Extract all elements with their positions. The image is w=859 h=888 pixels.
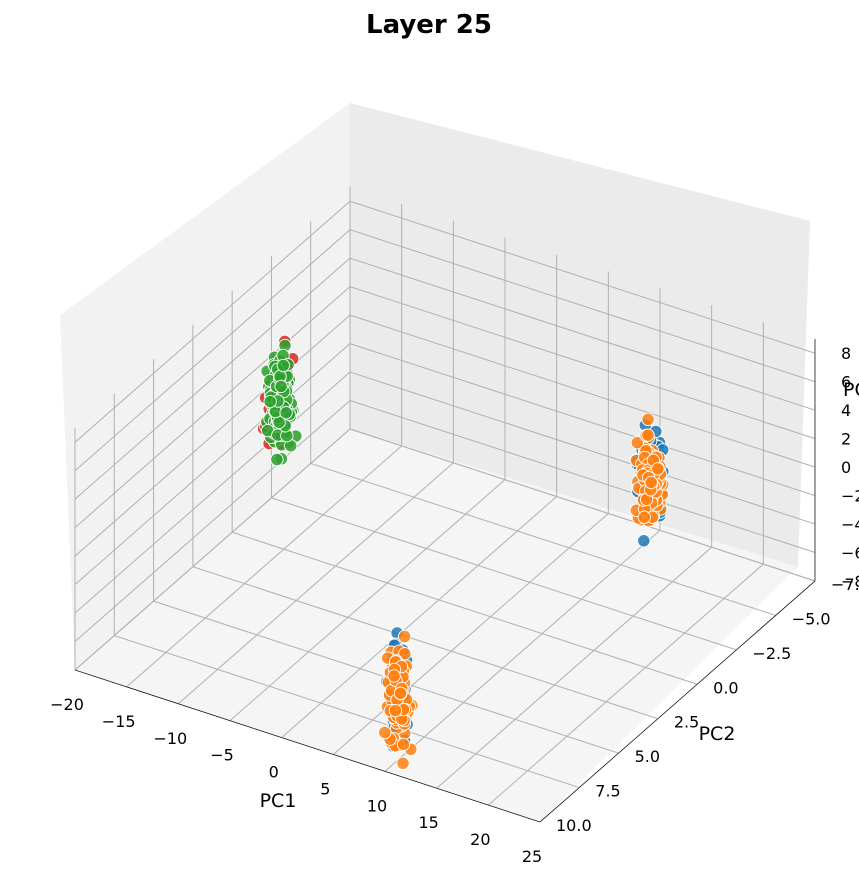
orange-point bbox=[388, 703, 403, 718]
y-grid-floor bbox=[114, 635, 580, 789]
green-point bbox=[270, 452, 284, 467]
z-grid-left bbox=[74, 229, 351, 472]
orange-point bbox=[644, 475, 658, 490]
z-grid-back bbox=[349, 371, 816, 525]
orange-point bbox=[396, 756, 410, 770]
green-point bbox=[279, 406, 293, 420]
orange-point bbox=[378, 725, 392, 740]
y-tick-label: 0.0 bbox=[713, 678, 738, 697]
y-grid-floor bbox=[310, 462, 776, 616]
y-tick-label: −7.5 bbox=[831, 575, 859, 594]
x-grid-floor bbox=[333, 513, 609, 755]
y-tick-label: −2.5 bbox=[752, 644, 791, 663]
y-tick-label: 5.0 bbox=[635, 747, 660, 766]
x-grid-floor bbox=[178, 462, 454, 705]
x-tick-label: −20 bbox=[50, 695, 84, 714]
orange-point bbox=[630, 436, 644, 450]
x-tick-label: 0 bbox=[269, 763, 279, 782]
z-tick-label: −2 bbox=[841, 487, 859, 506]
y-axis-line bbox=[539, 580, 816, 823]
y-grid-floor bbox=[192, 566, 659, 720]
x-grid-floor bbox=[281, 496, 557, 738]
x-tick-label: 10 bbox=[367, 796, 387, 815]
z-grid-left bbox=[74, 200, 351, 443]
x-tick-label: 5 bbox=[320, 779, 330, 798]
z-tick-label: 8 bbox=[841, 344, 851, 363]
z-grid-left bbox=[74, 343, 351, 585]
z-grid-back bbox=[349, 400, 816, 554]
green-point bbox=[274, 379, 288, 394]
y-axis-label: PC2 bbox=[699, 723, 736, 745]
z-tick-label: −8 bbox=[841, 572, 859, 591]
left-pane bbox=[60, 103, 350, 670]
z-grid-left bbox=[74, 400, 351, 642]
z-tick-label: 2 bbox=[841, 430, 851, 449]
x-axis-line bbox=[74, 669, 541, 823]
y-tick-label: −5.0 bbox=[792, 609, 831, 628]
x-tick-label: 20 bbox=[470, 830, 490, 849]
x-tick-label: 15 bbox=[418, 813, 438, 832]
z-grid-back bbox=[349, 257, 816, 411]
x-grid-floor bbox=[436, 546, 712, 789]
z-grid-back bbox=[349, 343, 816, 497]
back-pane bbox=[350, 103, 810, 567]
z-grid-left bbox=[74, 371, 351, 614]
z-grid-back bbox=[349, 314, 816, 468]
x-grid-floor bbox=[384, 529, 661, 772]
z-grid-back bbox=[349, 428, 816, 582]
z-tick-label: −6 bbox=[841, 544, 859, 563]
x-grid-floor bbox=[126, 445, 402, 688]
orange-point bbox=[641, 412, 655, 427]
y-tick-label: 7.5 bbox=[595, 782, 620, 801]
x-tick-label: −10 bbox=[153, 729, 187, 748]
z-grid-back bbox=[349, 286, 816, 440]
y-grid-floor bbox=[231, 531, 698, 685]
floor-pane bbox=[75, 429, 798, 822]
blue-point bbox=[637, 534, 651, 548]
z-tick-label: −4 bbox=[841, 515, 859, 534]
z-grid-left bbox=[74, 257, 351, 500]
orange-point bbox=[393, 686, 408, 700]
x-axis-label: PC1 bbox=[260, 790, 297, 812]
y-tick-label: 2.5 bbox=[674, 713, 699, 732]
chart-title: Layer 25 bbox=[366, 10, 492, 40]
z-tick-label: 4 bbox=[841, 401, 851, 420]
y-grid-floor bbox=[271, 497, 737, 651]
z-grid-left bbox=[74, 428, 351, 671]
x-grid-floor bbox=[229, 479, 506, 722]
axis-edges bbox=[74, 339, 816, 823]
tick-labels: −20−15−10−50510152025−7.5−5.0−2.50.02.55… bbox=[50, 344, 859, 866]
x-tick-label: −15 bbox=[102, 712, 136, 731]
z-tick-label: 6 bbox=[841, 373, 851, 392]
orange-point bbox=[397, 629, 412, 644]
z-axis-label: PC3 bbox=[843, 379, 859, 401]
z-tick-label: 0 bbox=[841, 458, 851, 477]
z-grid-left bbox=[74, 314, 351, 557]
y-tick-label: 10.0 bbox=[556, 816, 592, 835]
x-grid-floor bbox=[488, 563, 764, 806]
orange-point bbox=[651, 462, 665, 476]
data-points bbox=[256, 334, 670, 770]
green-point bbox=[263, 394, 277, 409]
orange-point bbox=[637, 510, 651, 524]
z-grid-left bbox=[74, 286, 351, 529]
x-tick-label: −5 bbox=[210, 746, 234, 765]
orange-point bbox=[641, 428, 655, 442]
green-point bbox=[276, 358, 290, 373]
x-tick-label: 25 bbox=[522, 847, 542, 866]
orange-point bbox=[398, 647, 412, 661]
orange-point bbox=[387, 669, 401, 683]
orange-point bbox=[396, 737, 411, 752]
z-grid-back bbox=[349, 200, 816, 354]
z-grid-back bbox=[349, 229, 816, 383]
